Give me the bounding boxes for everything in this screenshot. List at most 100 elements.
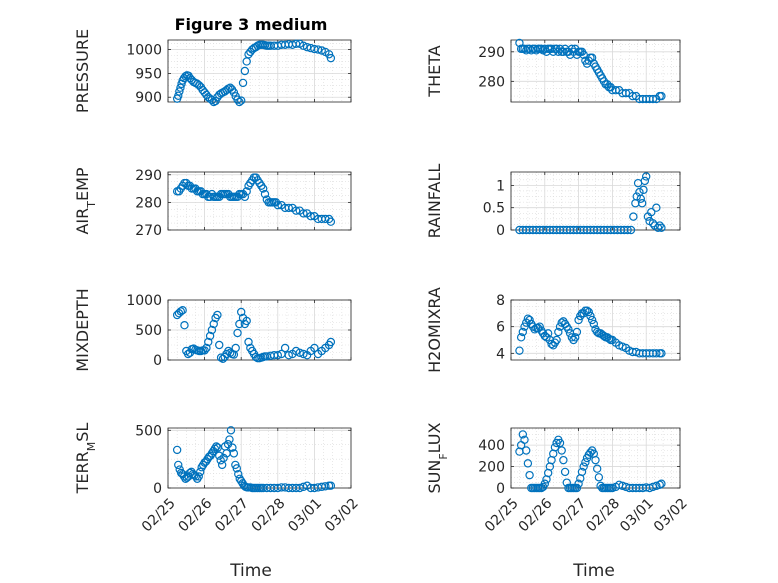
figure-title: Figure 3 medium (175, 15, 328, 34)
data-point (235, 97, 244, 107)
axes-box (510, 39, 681, 103)
data-point (584, 307, 593, 317)
data-point (655, 221, 664, 230)
subplot-theta: 280 290 THETA (425, 38, 681, 104)
y-tick-label: 0.5 (483, 201, 505, 217)
data-point (176, 307, 186, 316)
data-point (212, 442, 221, 451)
subplot-pressure: 900 950 1000 PRESSURE (73, 29, 352, 113)
data-point (211, 96, 220, 106)
data-point (639, 185, 648, 195)
data-point (313, 45, 323, 54)
data-point (574, 479, 583, 488)
y-axis-label: TERRMSL (73, 423, 98, 495)
data-point (640, 176, 650, 186)
data-point (295, 483, 304, 493)
subplot-h2omixra: 4 6 8 H2OMIXRA (425, 287, 681, 373)
data-point (525, 470, 534, 480)
data-point (174, 460, 183, 470)
y-axis-label: MIXDEPTH (73, 288, 92, 371)
y-axis-label: RAINFALL (425, 164, 444, 239)
y-axis-label: SUNFLUX (425, 422, 450, 493)
data-point (571, 333, 580, 342)
y-tick-label: 6 (496, 320, 505, 336)
y-tick-label: 1000 (126, 43, 162, 59)
data-point (626, 225, 636, 235)
data-point (326, 53, 336, 63)
subplot-rainfall: 0 0.5 1 RAINFALL (425, 164, 681, 239)
data-point (657, 479, 666, 488)
data-point (295, 348, 304, 357)
data-point (226, 426, 236, 435)
subplot-air-temp: 270 280 290 AIRTEMP (73, 167, 352, 239)
data-point (215, 451, 224, 460)
data-point (236, 307, 246, 317)
data-point (204, 337, 213, 347)
data-point (655, 480, 664, 489)
data-point (657, 349, 666, 358)
data-point (280, 343, 290, 353)
y-tick-label: 8 (496, 293, 505, 309)
x-tick-label: 02/28 (249, 495, 289, 535)
axes-box (167, 171, 352, 231)
y-tick-label: 4 (496, 346, 505, 362)
data-point (586, 311, 595, 321)
x-axis-label-left: Time (229, 561, 272, 581)
data-point (229, 449, 239, 458)
y-tick-label: 270 (135, 223, 162, 239)
data-point (587, 315, 597, 325)
y-axis-label: THETA (425, 45, 444, 97)
data-point (232, 464, 242, 473)
data-point (179, 73, 189, 83)
data-point (200, 346, 209, 355)
y-tick-label: 1 (496, 178, 505, 194)
data-point (579, 50, 588, 59)
x-tick-label: 02/26 (516, 495, 556, 535)
x-tick-label: 03/01 (285, 495, 325, 535)
data-point (284, 351, 293, 360)
data-point (589, 319, 599, 329)
data-point (611, 85, 620, 95)
data-point (180, 321, 189, 330)
y-tick-label: 0 (496, 223, 505, 239)
data-point (525, 315, 534, 325)
data-point (653, 223, 663, 232)
data-point (258, 184, 268, 193)
data-point (623, 225, 632, 235)
data-point (172, 445, 182, 455)
x-axis-label-right: Time (572, 561, 615, 581)
data-point (520, 435, 529, 444)
data-point (299, 349, 308, 359)
data-point (306, 211, 315, 221)
y-axis-label: AIRTEMP (73, 167, 98, 234)
data-point (652, 481, 661, 491)
data-point (652, 203, 661, 212)
data-point (555, 438, 565, 448)
data-point (299, 41, 308, 50)
data-point (518, 430, 528, 439)
data-point (299, 209, 308, 218)
data-point (515, 346, 524, 355)
y-tick-label: 500 (135, 423, 162, 439)
data-point (637, 199, 647, 208)
data-point (540, 479, 550, 488)
y-tick-label: 1000 (126, 293, 162, 309)
data-point (273, 200, 282, 210)
data-point (572, 483, 582, 493)
y-axis-label: H2OMIXRA (425, 287, 444, 373)
data-point (324, 50, 334, 59)
data-point (535, 322, 544, 331)
data-point (592, 464, 602, 473)
data-point (236, 96, 246, 105)
y-tick-label: 0 (496, 481, 505, 497)
data-point (591, 455, 600, 465)
data-point (559, 455, 568, 465)
x-tick-label: 02/26 (175, 495, 215, 535)
data-point (233, 328, 242, 338)
data-point (636, 194, 645, 203)
data-point (550, 443, 560, 452)
data-point (642, 172, 651, 181)
x-tick-label: 02/25 (482, 495, 522, 535)
